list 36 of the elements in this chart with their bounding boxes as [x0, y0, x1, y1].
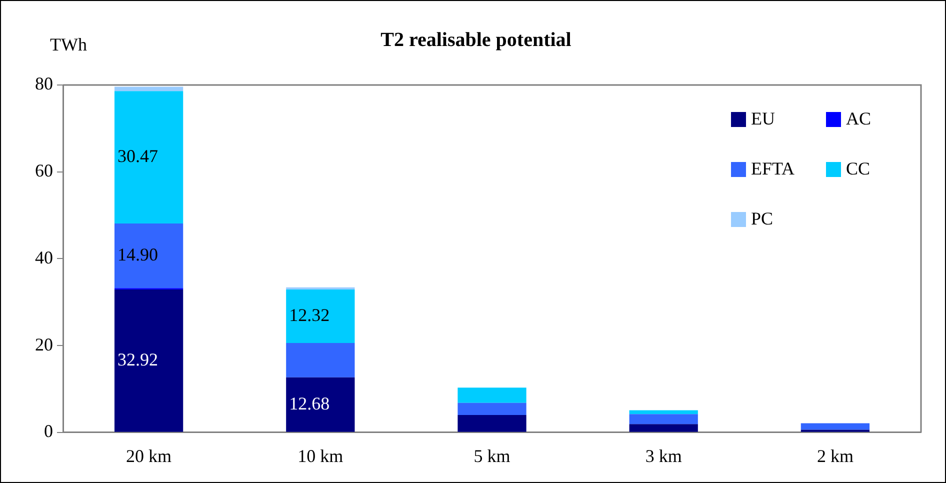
- bar: [458, 402, 526, 416]
- bar: [286, 287, 355, 290]
- bar: [114, 86, 184, 92]
- bar: [114, 91, 184, 224]
- data-label: 32.92: [117, 349, 158, 370]
- data-label: 30.47: [117, 146, 158, 166]
- chart-title: T2 realisable potential: [380, 29, 572, 52]
- y-tick-label: 80: [35, 74, 53, 94]
- data-label: 12.32: [289, 305, 330, 326]
- bar: [458, 415, 526, 432]
- legend-label: EFTA: [751, 158, 795, 179]
- legend-label: CC: [846, 158, 870, 179]
- bar: [629, 424, 698, 432]
- bar: [458, 388, 526, 403]
- bar: [114, 223, 184, 288]
- bar: [800, 423, 870, 430]
- bar: [286, 377, 355, 432]
- y-tick-label: 40: [35, 247, 53, 268]
- x-tick-label: 3 km: [645, 446, 682, 466]
- data-label: 12.68: [289, 393, 330, 414]
- x-tick-label: 20 km: [126, 446, 172, 466]
- data-label: 14.90: [117, 244, 158, 265]
- x-tick-label: 5 km: [474, 446, 510, 466]
- y-tick-label: 60: [35, 160, 53, 181]
- legend-label: EU: [751, 108, 775, 129]
- legend-label: AC: [846, 108, 872, 129]
- y-tick-label: 20: [35, 334, 53, 354]
- legend-label: PC: [751, 208, 774, 229]
- x-tick-label: 10 km: [298, 446, 344, 466]
- y-tick-label: 0: [44, 421, 53, 442]
- bar: [629, 414, 698, 424]
- bar: [286, 343, 355, 378]
- bar: [286, 290, 355, 344]
- bar: [114, 289, 184, 432]
- x-tick-label: 2 km: [816, 446, 854, 466]
- y-axis-title: TWh: [50, 34, 87, 55]
